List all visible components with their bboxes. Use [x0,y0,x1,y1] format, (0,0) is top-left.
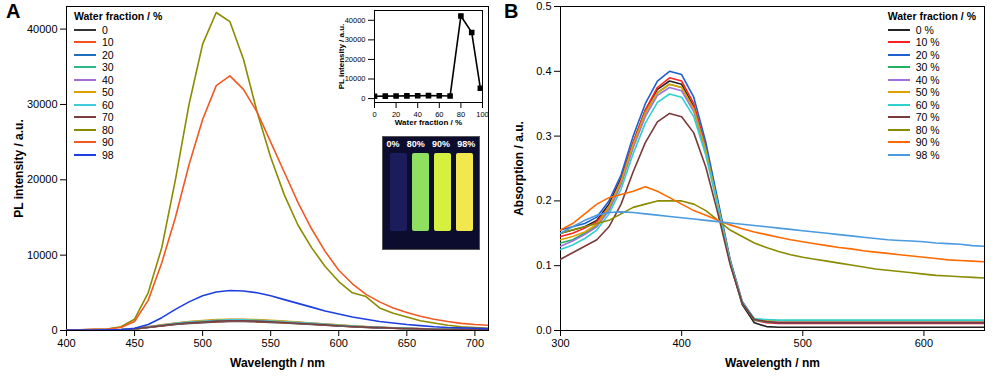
svg-text:0: 0 [361,94,365,103]
html-text:30 %: 30 % [915,61,940,73]
svg-text:300: 300 [551,337,569,349]
svg-text:500: 500 [193,337,211,349]
svg-text:500: 500 [794,337,812,349]
svg-text:600: 600 [330,337,348,349]
html-text:98 %: 98 % [915,148,940,161]
html-text:80 %: 80 % [915,123,940,136]
svg-text:10000: 10000 [345,74,366,83]
svg-text:10000: 10000 [27,249,58,261]
svg-text:400: 400 [672,337,690,349]
svg-text:20000: 20000 [345,55,366,64]
svg-text:0.1: 0.1 [536,259,551,271]
html-text:10: 10 [102,36,114,48]
html-text:A: A [6,0,21,22]
html-text:90: 90 [102,136,114,148]
html-text:B: B [504,0,519,22]
svg-text:Wavelength / nm: Wavelength / nm [725,356,820,370]
svg-text:0: 0 [372,110,376,119]
svg-text:60: 60 [435,109,444,119]
svg-text:0.0: 0.0 [536,324,551,336]
svg-text:40000: 40000 [27,23,58,35]
svg-text:40: 40 [413,109,422,119]
svg-text:40000: 40000 [345,16,366,25]
svg-text:650: 650 [398,337,416,349]
svg-text:600: 600 [915,337,933,349]
html-text:20: 20 [102,48,114,61]
html-text:70: 70 [102,111,114,123]
svg-text:0.4: 0.4 [536,65,551,77]
html-text:40 %: 40 % [915,73,940,86]
html-text:Water fraction / %: Water fraction / % [887,10,976,22]
svg-text:20: 20 [391,109,401,119]
svg-text:Water fraction / %: Water fraction / % [395,118,462,127]
html-text:70 %: 70 % [915,111,940,123]
svg-text:PL intensity / a.u.: PL intensity / a.u. [337,24,346,90]
html-text:60 %: 60 % [915,98,940,111]
html-text:0 %: 0 % [915,23,934,36]
svg-text:20000: 20000 [27,173,58,185]
svg-text:450: 450 [125,337,143,349]
html-text:10 %: 10 % [915,36,940,48]
svg-text:Wavelength / nm: Wavelength / nm [230,356,325,370]
html-text:40: 40 [102,73,114,86]
svg-text:400: 400 [57,337,75,349]
html-text:80%: 80% [406,139,425,149]
svg-text:0.5: 0.5 [536,0,551,12]
svg-text:700: 700 [466,337,484,349]
html-text:60: 60 [102,98,114,111]
html-text:98%: 98% [457,139,476,149]
html-text:80: 80 [102,123,114,136]
html-text:50: 50 [102,86,114,98]
svg-text:Absorption / a.u.: Absorption / a.u. [512,121,526,216]
svg-text:80: 80 [456,109,466,119]
html-text:50 %: 50 % [915,86,940,98]
html-text:20 %: 20 % [915,48,940,61]
svg-text:0.3: 0.3 [536,130,551,142]
svg-text:PL intensity / a.u.: PL intensity / a.u. [12,119,26,217]
html-text:Water fraction / %: Water fraction / % [74,10,163,22]
html-text:98: 98 [102,148,114,161]
svg-text:30000: 30000 [345,35,366,44]
svg-text:30000: 30000 [27,98,58,110]
html-text:30: 30 [102,61,114,73]
svg-text:0: 0 [51,324,57,336]
svg-text:0.2: 0.2 [536,194,551,206]
html-text:0: 0 [102,23,108,36]
svg-text:550: 550 [262,337,280,349]
html-text:90 %: 90 % [915,136,940,148]
svg-text:100: 100 [476,110,488,119]
html-text:90%: 90% [432,139,451,149]
html-text:0%: 0% [386,139,400,149]
